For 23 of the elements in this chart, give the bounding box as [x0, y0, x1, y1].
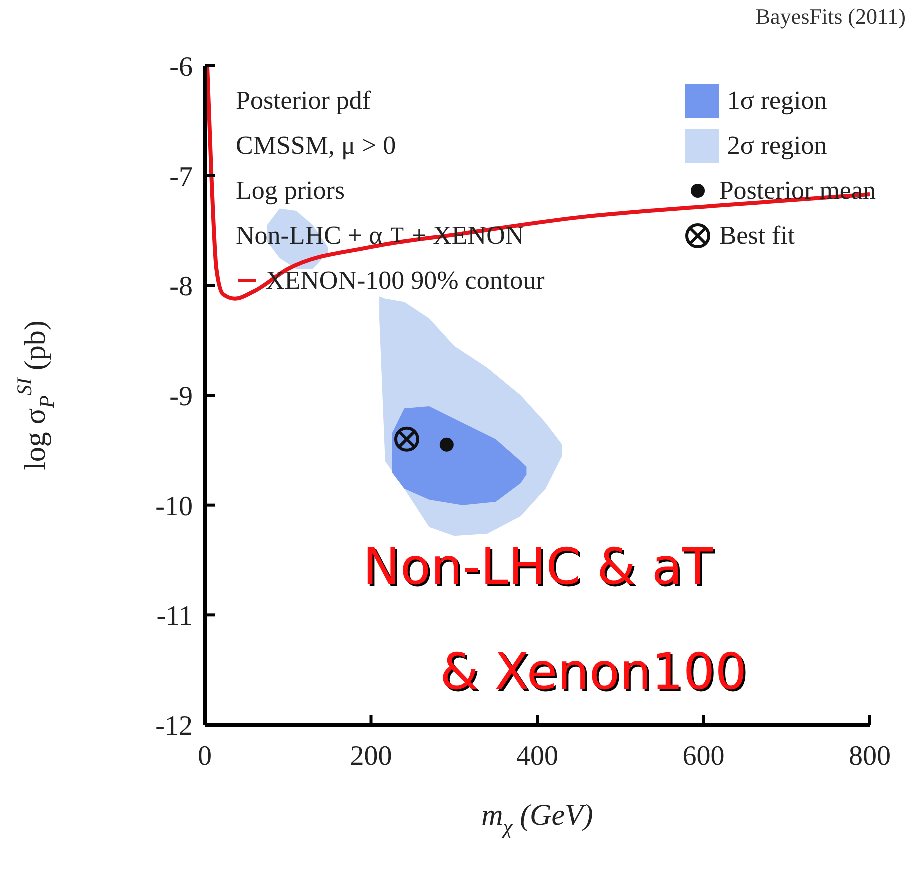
y-tick-label: -8 [170, 272, 193, 303]
y-axis-title: log σPSI (pb) [12, 320, 59, 470]
y-tick-label: -11 [156, 601, 193, 632]
y-tick-label: -7 [170, 162, 193, 193]
annotation: Posterior pdf [236, 84, 372, 116]
x-tick-label: 800 [849, 740, 891, 772]
legend-label: 2σ region [727, 130, 828, 160]
legend-label: 1σ region [727, 86, 828, 116]
annotation: Log priors [236, 174, 346, 207]
annotation: CMSSM, μ > 0 [236, 130, 398, 162]
annotation: & Xenon100 [440, 643, 748, 701]
y-tick-label: -12 [156, 710, 193, 742]
y-tick-label: -6 [170, 52, 193, 83]
annotation: Non-LHC & aT [363, 538, 714, 596]
x-tick-label: 400 [516, 740, 558, 772]
x-tick-label: 0 [198, 740, 212, 772]
legend-label: XENON-100 90% contour [266, 266, 545, 296]
y-tick-label: -10 [156, 491, 193, 522]
text: BayesFits (2011) [756, 4, 906, 30]
y-tick-label: -9 [170, 381, 193, 412]
x-tick-label: 600 [682, 740, 725, 772]
legend-label: Best fit [719, 220, 796, 250]
x-tick-label: 200 [350, 740, 392, 772]
